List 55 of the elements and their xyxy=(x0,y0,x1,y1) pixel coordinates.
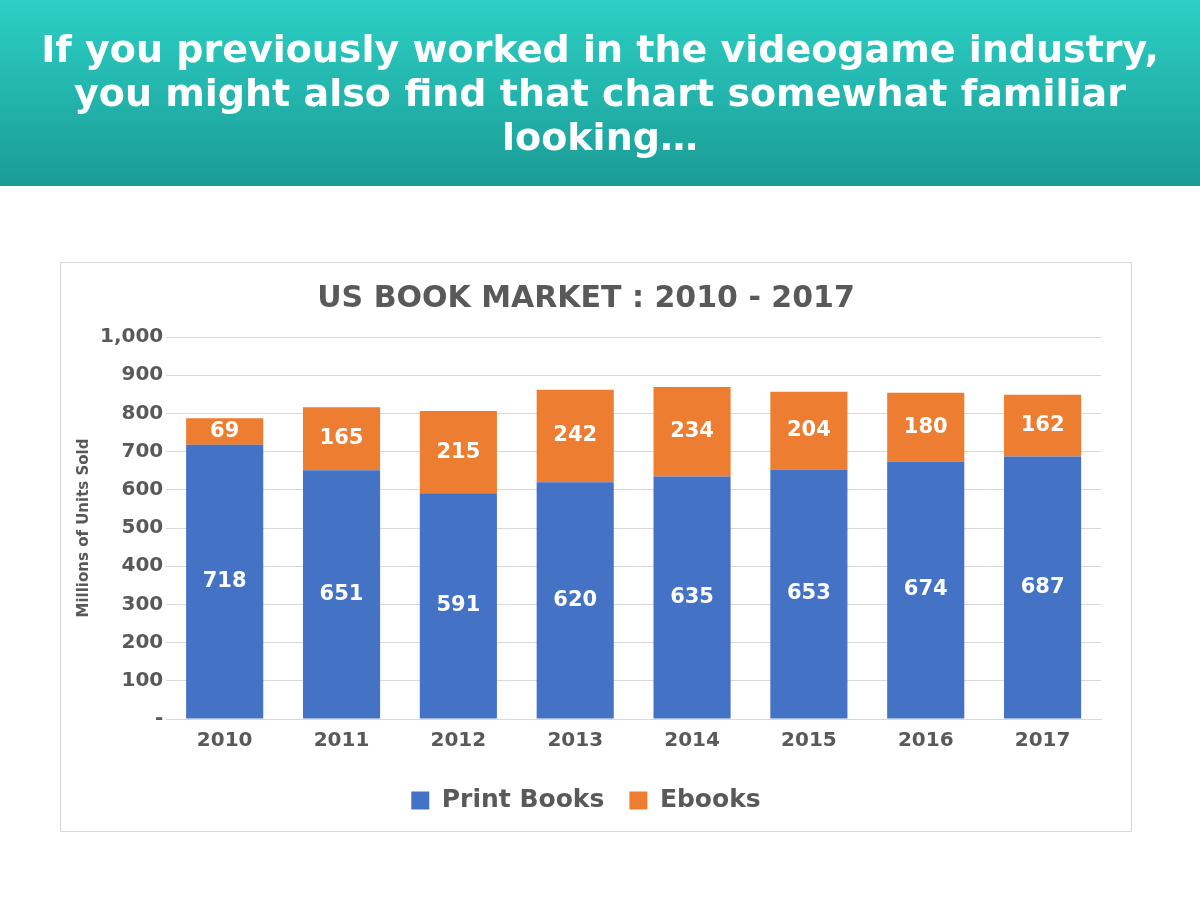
y-tick-label: 700 xyxy=(121,437,164,462)
y-tick-label: - xyxy=(154,705,164,730)
y-tick-label: 200 xyxy=(121,628,164,653)
x-tick-label: 2010 xyxy=(196,727,253,752)
legend-label: Print Books xyxy=(441,784,605,813)
data-label: 180 xyxy=(903,413,948,438)
bar xyxy=(653,387,731,477)
x-tick-label: 2013 xyxy=(547,727,604,752)
data-label: 165 xyxy=(319,425,364,450)
x-tick-label: 2017 xyxy=(1014,727,1071,752)
bar xyxy=(770,469,848,719)
bar xyxy=(536,482,614,719)
data-label: 674 xyxy=(903,576,948,601)
bar xyxy=(419,493,497,719)
x-tick-label: 2011 xyxy=(313,727,370,752)
x-tick-label: 2015 xyxy=(781,727,837,752)
data-label: 69 xyxy=(210,418,240,442)
data-label: 162 xyxy=(1020,412,1065,437)
data-label: 718 xyxy=(202,568,247,593)
bar xyxy=(887,392,965,462)
data-label: 242 xyxy=(553,422,598,447)
bar xyxy=(770,391,848,470)
y-tick-label: 300 xyxy=(121,590,164,615)
bar xyxy=(302,407,381,471)
data-label: 620 xyxy=(553,586,598,611)
bar xyxy=(1004,394,1082,457)
bar xyxy=(1004,456,1082,719)
y-tick-label: 1,000 xyxy=(100,323,164,348)
y-axis-title: Millions of Units Sold xyxy=(73,438,92,618)
data-label: 215 xyxy=(436,438,481,463)
x-tick-label: 2016 xyxy=(897,727,954,752)
y-tick-label: 800 xyxy=(121,399,164,424)
chart-title: US BOOK MARKET : 2010 - 2017 xyxy=(317,278,855,314)
data-label: 653 xyxy=(786,580,831,605)
y-tick-label: 100 xyxy=(121,667,164,691)
y-tick-label: 500 xyxy=(121,514,164,539)
data-label: 687 xyxy=(1020,573,1065,598)
bar xyxy=(887,461,965,719)
legend-label: Ebooks xyxy=(659,784,761,813)
y-tick-label: 600 xyxy=(121,476,164,500)
bar xyxy=(653,476,731,719)
y-tick-label: 900 xyxy=(121,361,164,386)
data-label: 234 xyxy=(670,418,714,443)
data-label: 651 xyxy=(319,580,364,605)
y-tick-label: 400 xyxy=(121,552,164,577)
bar xyxy=(186,444,264,719)
data-label: 635 xyxy=(670,583,714,608)
bar xyxy=(302,470,381,719)
x-tick-label: 2014 xyxy=(664,727,720,752)
x-tick-label: 2012 xyxy=(430,727,487,752)
text: If you previously worked in the videogame industry, you might also find that chart somewhat familiar looking… xyxy=(40,27,1160,159)
bar xyxy=(419,411,497,494)
data-label: 591 xyxy=(436,592,481,617)
data-label: 204 xyxy=(786,417,831,442)
bar xyxy=(536,389,614,483)
